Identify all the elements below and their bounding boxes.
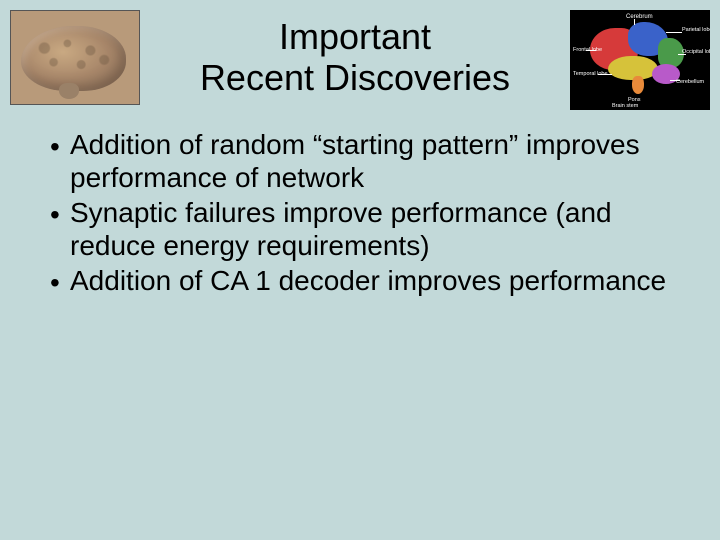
label-brainstem: Brain stem — [612, 104, 638, 110]
brain-stem-lobe — [632, 76, 644, 94]
brain-lobes-diagram: Cerebrum Frontal lobe Parietal lobe Occi… — [570, 10, 710, 110]
label-cerebrum: Cerebrum — [626, 14, 653, 20]
list-item: • Addition of CA 1 decoder improves perf… — [50, 264, 670, 299]
bullet-text: Addition of CA 1 decoder improves perfor… — [70, 264, 670, 297]
list-item: • Addition of random “starting pattern” … — [50, 128, 670, 194]
leader-line — [666, 32, 682, 33]
brain-shape — [21, 26, 126, 91]
label-temporal: Temporal lobe — [573, 72, 608, 78]
label-parietal: Parietal lobe — [682, 28, 710, 34]
title-line-1: Important — [140, 16, 570, 57]
bullet-text: Synaptic failures improve performance (a… — [70, 196, 670, 262]
label-cerebellum: Cerebellum — [676, 80, 704, 86]
slide-title: Important Recent Discoveries — [140, 10, 570, 99]
bullet-text: Addition of random “starting pattern” im… — [70, 128, 670, 194]
title-line-2: Recent Discoveries — [140, 57, 570, 98]
bullet-marker: • — [50, 128, 70, 163]
slide: Important Recent Discoveries Cerebrum Fr… — [0, 0, 720, 540]
header-row: Important Recent Discoveries Cerebrum Fr… — [0, 0, 720, 110]
label-occipital: Occipital lobe — [682, 50, 710, 56]
bullet-marker: • — [50, 264, 70, 299]
label-frontal: Frontal lobe — [573, 48, 591, 54]
list-item: • Synaptic failures improve performance … — [50, 196, 670, 262]
bullet-list: • Addition of random “starting pattern” … — [0, 110, 720, 299]
brain-illustration-left — [10, 10, 140, 105]
bullet-marker: • — [50, 196, 70, 231]
brain-stem-shape — [59, 83, 79, 99]
